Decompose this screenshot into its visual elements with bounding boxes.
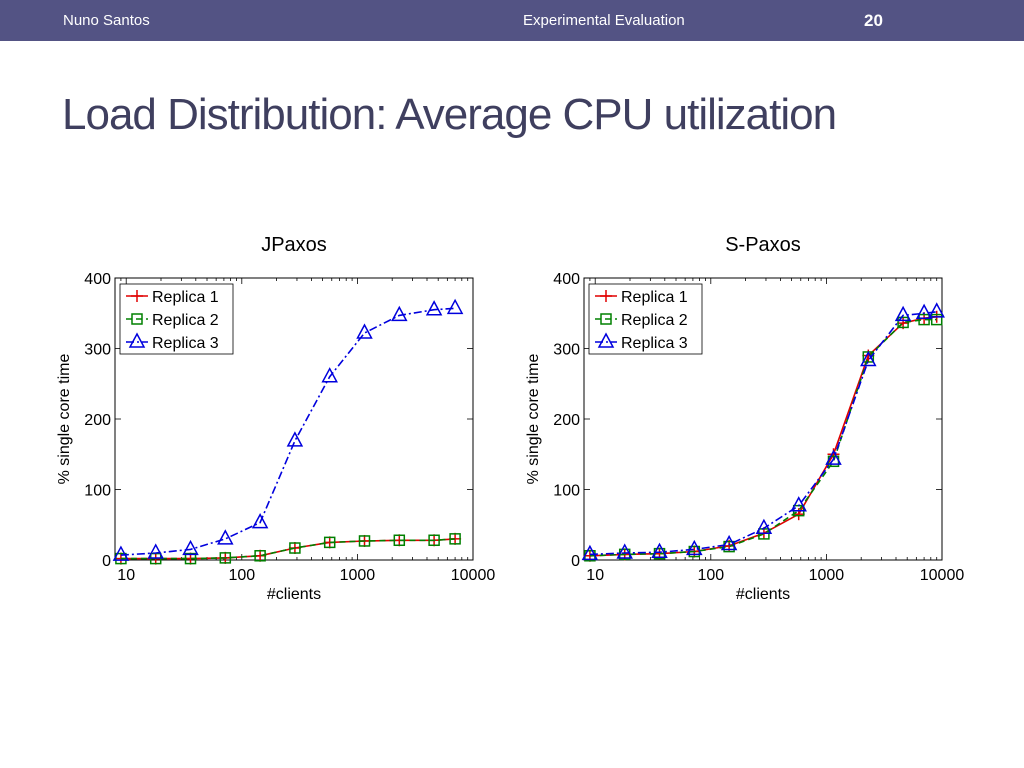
y-axis-label: % single core time bbox=[56, 354, 73, 485]
legend-marker bbox=[597, 332, 615, 348]
data-point bbox=[358, 535, 371, 547]
data-point bbox=[581, 544, 599, 561]
x-tick-label: 100 bbox=[697, 567, 724, 584]
x-axis-label: #clients bbox=[736, 586, 790, 603]
legend-label: Replica 1 bbox=[621, 289, 688, 306]
data-point bbox=[391, 305, 408, 322]
x-tick-label: 1000 bbox=[340, 567, 376, 584]
data-point bbox=[860, 350, 877, 367]
data-point bbox=[651, 542, 668, 558]
y-tick-label: 300 bbox=[84, 342, 111, 359]
data-point bbox=[446, 298, 464, 315]
legend-marker bbox=[128, 332, 146, 348]
header-section: Experimental Evaluation bbox=[523, 12, 685, 29]
legend-marker bbox=[131, 313, 143, 325]
x-axis-label: #clients bbox=[267, 586, 321, 603]
legend: Replica 1 Replica 2 Replica 3 bbox=[119, 283, 234, 355]
data-point bbox=[115, 552, 127, 565]
y-tick-label: 0 bbox=[102, 553, 111, 570]
data-point bbox=[720, 534, 738, 551]
data-point bbox=[393, 534, 406, 547]
series-replica-3 bbox=[112, 298, 464, 561]
data-point bbox=[755, 518, 773, 535]
legend: Replica 1 Replica 2 Replica 3 bbox=[588, 283, 703, 355]
data-point bbox=[825, 449, 842, 465]
data-point bbox=[425, 300, 443, 316]
legend-label: Replica 2 bbox=[152, 312, 219, 329]
legend-label: Replica 3 bbox=[621, 335, 688, 352]
x-tick-label: 10000 bbox=[920, 567, 965, 584]
x-tick-label: 1000 bbox=[809, 567, 845, 584]
chart-1: JPaxos 10 100 1000 10000 0 100 200 300 400 #client… bbox=[56, 234, 495, 603]
data-point bbox=[323, 536, 336, 549]
data-point bbox=[182, 539, 199, 556]
series-line bbox=[589, 311, 937, 556]
data-point bbox=[790, 496, 807, 512]
data-point bbox=[915, 303, 933, 319]
legend-marker bbox=[600, 290, 612, 302]
data-point bbox=[251, 513, 269, 529]
y-axis-label: % single core time bbox=[525, 354, 542, 485]
data-point bbox=[928, 302, 945, 318]
y-tick-label: 400 bbox=[553, 271, 580, 288]
slide-title: Load Distribution: Average CPU utilizati… bbox=[62, 90, 837, 139]
data-point bbox=[930, 313, 943, 326]
x-tick-label: 100 bbox=[228, 567, 255, 584]
data-point bbox=[321, 367, 338, 383]
series-line bbox=[120, 538, 456, 560]
data-point bbox=[428, 534, 440, 547]
legend-label: Replica 3 bbox=[152, 335, 219, 352]
y-tick-label: 200 bbox=[84, 412, 111, 429]
legend-marker bbox=[600, 313, 612, 325]
data-point bbox=[217, 529, 234, 545]
series-replica-3 bbox=[581, 302, 945, 561]
x-tick-label: 10 bbox=[586, 567, 604, 584]
y-tick-label: 200 bbox=[553, 412, 580, 429]
y-tick-label: 100 bbox=[84, 483, 111, 500]
data-point bbox=[184, 552, 197, 565]
slide-header: Nuno Santos Experimental Evaluation 20 bbox=[0, 0, 1024, 41]
legend-marker bbox=[131, 290, 143, 302]
data-point bbox=[918, 313, 930, 326]
x-tick-label: 10000 bbox=[451, 567, 496, 584]
data-point bbox=[897, 316, 909, 329]
x-tick-label: 10 bbox=[117, 567, 135, 584]
legend-label: Replica 2 bbox=[621, 312, 688, 329]
y-tick-label: 400 bbox=[84, 271, 111, 288]
y-tick-label: 300 bbox=[553, 342, 580, 359]
data-point bbox=[289, 542, 301, 554]
y-tick-label: 100 bbox=[553, 483, 580, 500]
page-number: 20 bbox=[864, 11, 883, 30]
header-author: Nuno Santos bbox=[63, 12, 150, 29]
data-point bbox=[449, 533, 461, 545]
data-point bbox=[356, 323, 373, 339]
data-point bbox=[616, 543, 633, 559]
chart-title: S-Paxos bbox=[725, 234, 801, 256]
data-point bbox=[254, 550, 266, 562]
data-point bbox=[112, 545, 130, 561]
data-point bbox=[219, 552, 232, 564]
chart-title: JPaxos bbox=[261, 234, 327, 256]
y-tick-label: 0 bbox=[571, 553, 580, 570]
data-point bbox=[894, 305, 912, 322]
data-point bbox=[686, 539, 703, 556]
legend-label: Replica 1 bbox=[152, 289, 219, 306]
chart-2: S-Paxos 10 100 1000 10000 0 100 200 300 400 #clien… bbox=[525, 234, 964, 603]
data-point bbox=[286, 431, 304, 447]
data-point bbox=[147, 543, 164, 559]
